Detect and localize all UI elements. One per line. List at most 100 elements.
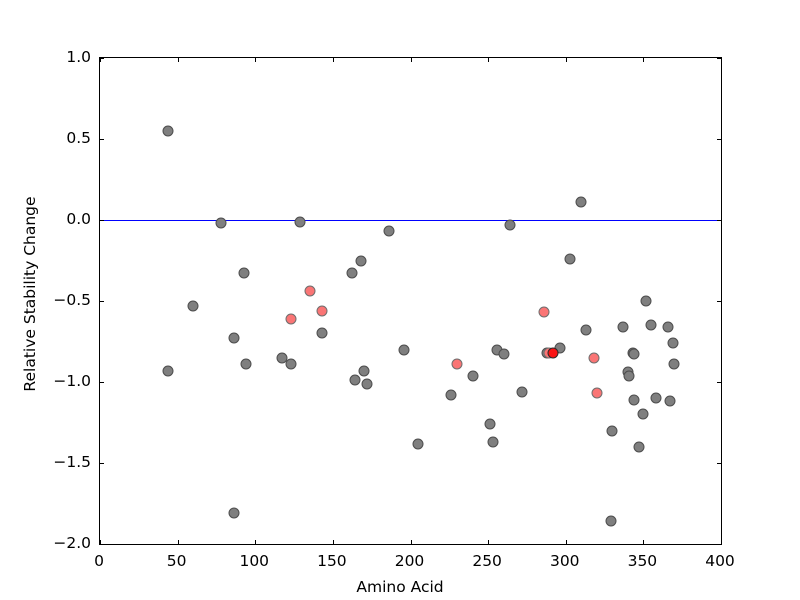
data-point (650, 392, 662, 404)
data-point (215, 217, 227, 229)
x-axis-tick (721, 540, 722, 545)
data-point (667, 337, 679, 349)
data-point (588, 352, 600, 364)
zero-reference-line (100, 220, 721, 221)
x-axis-tick (565, 540, 567, 545)
data-point (349, 374, 361, 386)
data-point (294, 216, 306, 228)
y-axis-tick-right (717, 139, 722, 140)
y-axis-tick-label: 0.5 (66, 129, 91, 147)
x-axis-tick-label: 100 (239, 552, 270, 570)
y-axis-tick-right (717, 382, 722, 383)
data-point (662, 321, 674, 333)
data-point (617, 321, 629, 333)
y-axis-tick (99, 58, 104, 59)
y-axis-tick-right (717, 220, 722, 221)
data-point (228, 507, 239, 519)
data-point (628, 348, 640, 360)
x-axis-label: Amino Acid (356, 578, 444, 596)
data-point (487, 436, 499, 448)
y-axis-tick (99, 382, 104, 383)
x-axis-tick-top (488, 57, 490, 62)
data-point (238, 267, 250, 279)
x-axis-tick-label: 250 (472, 552, 502, 570)
data-point (640, 295, 652, 307)
data-point (361, 378, 373, 390)
x-axis-tick (488, 540, 490, 545)
data-point (316, 305, 328, 317)
data-point (668, 358, 680, 370)
data-point (162, 125, 174, 137)
x-axis-tick (255, 540, 257, 545)
y-axis-tick (99, 544, 104, 545)
y-axis-tick-right (717, 58, 722, 59)
data-point (580, 324, 592, 336)
data-point (637, 408, 649, 420)
data-point (276, 352, 288, 364)
x-axis-tick (100, 540, 101, 545)
data-point (606, 425, 618, 437)
y-axis-tick (99, 220, 104, 221)
y-axis-tick (99, 463, 104, 464)
data-point (575, 196, 587, 208)
y-axis-tick-right (717, 463, 722, 464)
y-axis-label: Relative Stability Change (21, 196, 39, 392)
data-point (633, 441, 645, 453)
y-axis-tick-label: 0.0 (66, 210, 91, 228)
data-point (591, 387, 603, 399)
x-axis-tick-top (100, 57, 101, 62)
x-axis-tick-top (643, 57, 645, 62)
x-axis-tick-label: 300 (549, 552, 580, 570)
x-axis-tick-top (410, 57, 412, 62)
data-point (358, 365, 370, 377)
data-point (412, 438, 424, 450)
x-axis-tick-top (332, 57, 334, 62)
data-point (564, 253, 576, 265)
data-point (451, 358, 463, 370)
data-point (498, 348, 510, 360)
y-axis-tick (99, 139, 104, 140)
y-axis-tick-label: −1.5 (53, 453, 91, 471)
y-axis-label-container: Relative Stability Change (0, 0, 40, 600)
data-point (355, 255, 367, 266)
x-axis-tick-top (565, 57, 567, 62)
data-point (645, 319, 657, 331)
data-point (346, 267, 357, 279)
y-axis-tick-right (717, 544, 722, 545)
x-axis-tick-label: 50 (166, 552, 187, 570)
data-point (162, 365, 174, 377)
y-axis-tick-label: −2.0 (53, 534, 91, 552)
x-axis-tick (332, 540, 334, 545)
data-point (240, 358, 252, 370)
x-axis-tick-label: 150 (317, 552, 347, 570)
data-point (398, 344, 410, 356)
data-point (445, 389, 457, 401)
x-axis-tick (410, 540, 412, 545)
data-point (285, 313, 297, 325)
x-axis-tick (643, 540, 645, 545)
data-point (304, 285, 316, 297)
x-axis-tick-label: 200 (394, 552, 425, 570)
x-axis-tick-top (721, 57, 722, 62)
data-point (516, 386, 528, 398)
y-axis-tick-label: 1.0 (66, 48, 91, 66)
data-point (664, 395, 676, 407)
plot-area (99, 57, 722, 545)
x-axis-tick-label: 0 (94, 552, 104, 570)
x-axis-tick-label: 400 (705, 552, 735, 570)
y-axis-tick-right (717, 301, 722, 302)
x-axis-tick-label: 350 (627, 552, 658, 570)
data-point (285, 358, 297, 370)
y-axis-tick-label: −1.0 (53, 372, 91, 390)
data-point (316, 327, 328, 339)
x-axis-tick-top (177, 57, 179, 62)
data-point (538, 306, 550, 318)
data-point (628, 394, 640, 406)
data-point (547, 347, 559, 359)
x-axis-tick (177, 540, 179, 545)
data-point (187, 300, 199, 312)
y-axis-tick-label: −0.5 (53, 291, 91, 309)
data-point (467, 370, 479, 382)
x-axis-tick-top (255, 57, 257, 62)
